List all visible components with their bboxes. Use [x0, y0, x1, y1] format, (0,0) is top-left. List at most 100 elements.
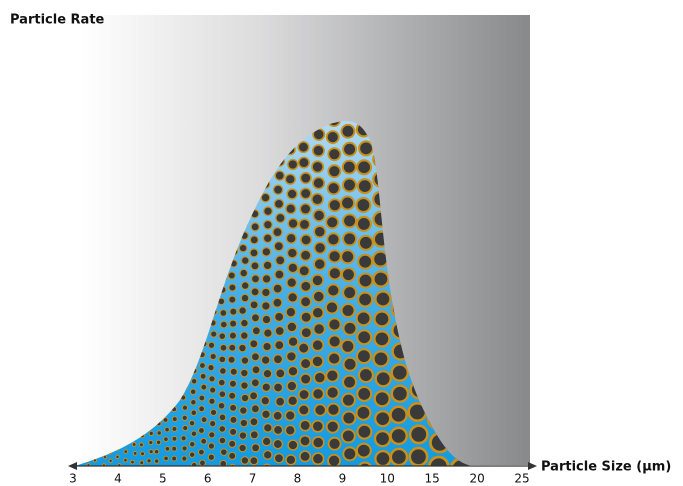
- particle: [312, 453, 323, 464]
- particle: [410, 448, 427, 465]
- chart-title: Particle Rate: [10, 13, 105, 28]
- particle: [287, 278, 297, 288]
- particle: [262, 302, 271, 311]
- particle: [314, 372, 325, 383]
- particle: [182, 466, 187, 471]
- particle: [357, 217, 371, 231]
- particle: [149, 440, 153, 444]
- particle: [219, 333, 226, 340]
- particle: [300, 374, 310, 384]
- particle: [208, 365, 214, 371]
- particle: [275, 341, 284, 350]
- particle: [315, 404, 326, 415]
- x-tick-label: 10: [380, 472, 395, 486]
- particle: [228, 272, 235, 279]
- particle: [273, 228, 282, 237]
- particle: [287, 322, 297, 332]
- particle: [264, 207, 273, 216]
- particle: [132, 443, 136, 447]
- particle: [328, 148, 340, 160]
- chart: Particle Rate Particle Size (µm) 3456789…: [0, 0, 683, 486]
- particle: [182, 456, 187, 461]
- particle: [312, 388, 323, 399]
- x-tick-label: 5: [159, 472, 167, 486]
- x-tick-label: 25: [514, 472, 529, 486]
- particle: [312, 161, 323, 172]
- particle: [376, 371, 391, 386]
- particle: [342, 412, 355, 425]
- particle: [342, 394, 355, 407]
- particle: [229, 332, 236, 339]
- particle: [298, 343, 308, 353]
- particle: [301, 327, 311, 337]
- particle: [190, 389, 195, 394]
- particle: [374, 351, 389, 366]
- particle: [286, 233, 296, 243]
- particle: [218, 379, 225, 386]
- particle: [229, 284, 236, 291]
- particle: [209, 432, 215, 438]
- x-axis-label: Particle Size (µm): [541, 460, 671, 475]
- particle: [200, 460, 206, 466]
- particle: [209, 376, 215, 382]
- particle: [287, 189, 297, 199]
- particle: [252, 275, 260, 283]
- particle: [342, 304, 355, 317]
- particle: [312, 356, 323, 367]
- particle: [262, 288, 271, 297]
- particle: [357, 311, 371, 325]
- particle: [230, 404, 237, 411]
- particle: [109, 467, 112, 470]
- particle: [326, 370, 338, 382]
- particle: [262, 437, 271, 446]
- particle: [210, 409, 216, 415]
- particle: [275, 312, 284, 321]
- particle: [275, 270, 284, 279]
- particle: [391, 407, 407, 423]
- particle: [172, 417, 177, 422]
- particle: [274, 425, 283, 434]
- particle: [157, 431, 161, 435]
- particle: [262, 315, 271, 324]
- particle: [230, 320, 237, 327]
- particle: [374, 331, 389, 346]
- particle: [250, 418, 258, 426]
- particle: [300, 297, 310, 307]
- particle: [262, 275, 271, 284]
- particle: [326, 216, 338, 228]
- particle: [357, 330, 371, 344]
- particle: [313, 210, 324, 221]
- particle: [220, 368, 227, 375]
- particle: [131, 460, 135, 464]
- particle: [189, 420, 194, 425]
- particle: [313, 145, 324, 156]
- particle: [359, 274, 373, 288]
- particle: [198, 449, 204, 455]
- particle: [109, 459, 112, 462]
- particle: [239, 307, 246, 314]
- particle: [299, 157, 309, 167]
- particle: [312, 275, 323, 286]
- x-tick-label: 3: [69, 472, 77, 486]
- particle: [95, 467, 98, 470]
- particle: [327, 421, 339, 433]
- particle: [239, 432, 246, 439]
- particle: [298, 142, 308, 152]
- particle: [375, 411, 390, 426]
- particle: [252, 327, 260, 335]
- particle: [341, 340, 354, 353]
- particle: [312, 194, 323, 205]
- particle: [275, 171, 284, 180]
- particle: [313, 291, 324, 302]
- particle: [263, 234, 272, 243]
- axis-arrow-right: [528, 462, 537, 470]
- particle: [241, 382, 248, 389]
- particle: [288, 293, 298, 303]
- particle: [274, 454, 283, 463]
- particle: [240, 269, 247, 276]
- particle: [327, 387, 339, 399]
- particle: [312, 340, 323, 351]
- particle: [251, 379, 259, 387]
- particle: [288, 263, 298, 273]
- particle: [328, 165, 340, 177]
